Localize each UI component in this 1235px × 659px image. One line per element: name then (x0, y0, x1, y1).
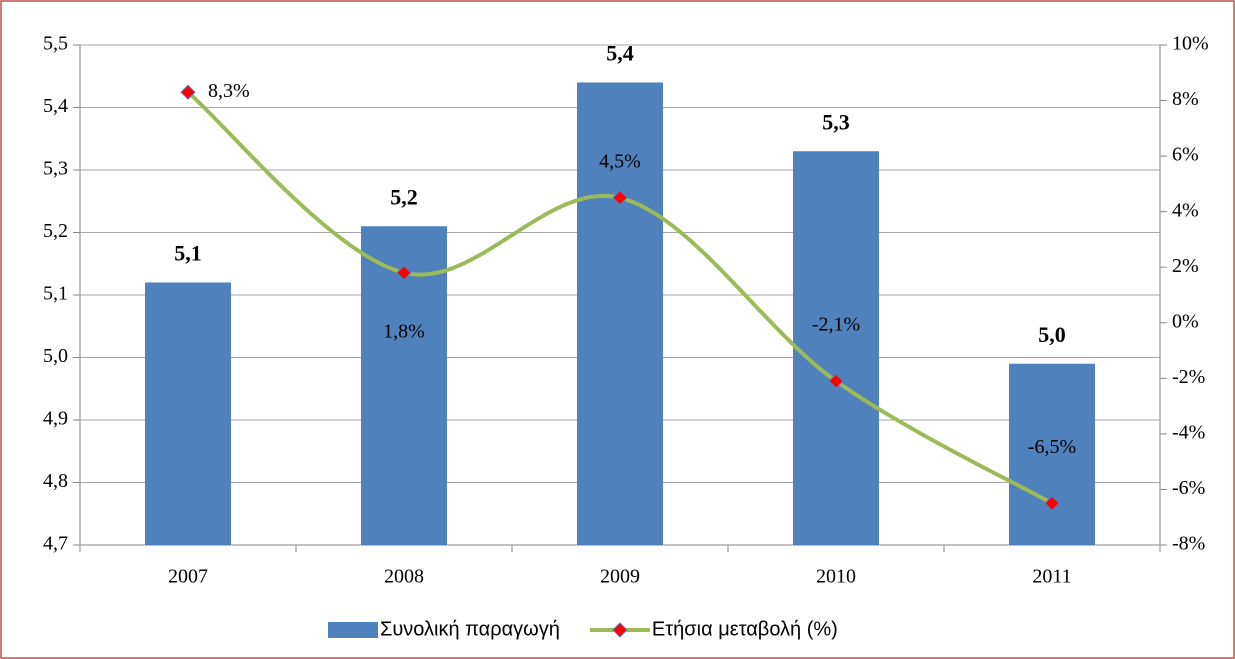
legend-label: Συνολική παραγωγή (380, 618, 560, 640)
y2-tick-label: 4% (1172, 199, 1199, 221)
line-value-label: -2,1% (812, 314, 860, 336)
marker (396, 265, 412, 281)
marker (612, 190, 628, 206)
y-tick-label: 4,7 (43, 533, 68, 555)
y-tick-label: 4,9 (43, 408, 68, 430)
x-tick-label: 2008 (384, 566, 424, 588)
legend-label: Ετήσια μεταβολή (%) (652, 618, 838, 640)
marker (180, 84, 196, 100)
y2-tick-label: 8% (1172, 88, 1199, 110)
y2-tick-label: -2% (1172, 366, 1205, 388)
y-tick-label: 5,0 (43, 345, 68, 367)
legend-swatch (328, 622, 378, 638)
y2-tick-label: -4% (1172, 421, 1205, 443)
x-tick-label: 2010 (816, 566, 856, 588)
x-tick-label: 2011 (1032, 566, 1071, 588)
legend-marker (612, 622, 628, 638)
y2-tick-label: 10% (1172, 33, 1209, 55)
bar-value-label: 5,2 (390, 184, 418, 209)
x-tick-label: 2007 (168, 566, 208, 588)
y-tick-label: 5,5 (43, 33, 68, 55)
marker (828, 373, 844, 389)
y2-tick-label: 6% (1172, 144, 1199, 166)
line-value-label: 4,5% (599, 150, 641, 172)
y2-tick-label: -6% (1172, 477, 1205, 499)
bar-value-label: 5,3 (822, 109, 850, 134)
y2-tick-label: 2% (1172, 255, 1199, 277)
bar-value-label: 5,0 (1038, 322, 1066, 347)
line-value-label: 1,8% (383, 320, 425, 342)
y-tick-label: 5,4 (43, 95, 68, 117)
x-tick-label: 2009 (600, 566, 640, 588)
bar (577, 82, 663, 545)
y-tick-label: 5,2 (43, 220, 68, 242)
bar-value-label: 5,1 (174, 241, 202, 266)
y2-tick-label: -8% (1172, 533, 1205, 555)
bar (145, 282, 231, 545)
line-value-label: 8,3% (208, 80, 250, 102)
y-tick-label: 5,1 (43, 283, 68, 305)
y2-tick-label: 0% (1172, 310, 1199, 332)
bar (793, 151, 879, 545)
y-tick-label: 4,8 (43, 470, 68, 492)
bar (1009, 363, 1095, 545)
line-value-label: -6,5% (1028, 436, 1076, 458)
bar-value-label: 5,4 (606, 41, 634, 66)
y-tick-label: 5,3 (43, 158, 68, 180)
marker (1044, 495, 1060, 512)
